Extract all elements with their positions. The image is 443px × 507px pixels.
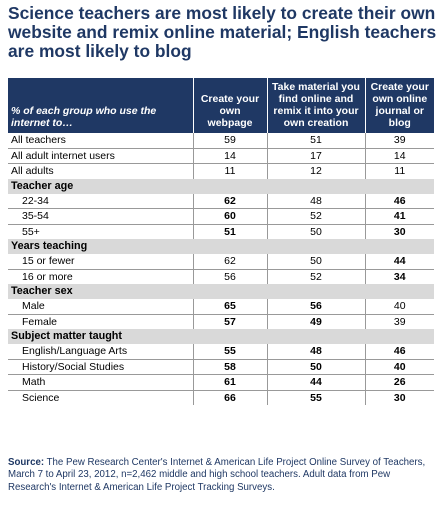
source-label: Source:	[8, 457, 45, 468]
section-label: Teacher sex	[8, 284, 434, 299]
source-note: Source: The Pew Research Center's Intern…	[8, 457, 438, 494]
value-cell: 55	[266, 389, 365, 405]
section-label: Years teaching	[8, 239, 434, 254]
value-cell: 40	[364, 299, 434, 314]
table-row: History/Social Studies 58 50 40	[8, 358, 434, 375]
value-cell: 48	[266, 193, 365, 209]
value-cell: 50	[266, 223, 365, 239]
value-cell: 52	[266, 208, 365, 224]
section-header-row: Subject matter taught	[8, 329, 434, 344]
table-row: Science 66 55 30	[8, 389, 434, 405]
value-cell: 50	[266, 254, 365, 269]
row-label: All adults	[8, 163, 193, 179]
row-label: 22-34	[22, 194, 49, 207]
row-label: Science	[8, 389, 193, 405]
value-cell: 46	[364, 344, 434, 359]
table-row: Math 61 44 26	[8, 374, 434, 390]
value-cell: 62	[192, 254, 267, 269]
table-row: All adults 11 12 11	[8, 163, 434, 179]
value-cell: 65	[192, 299, 267, 314]
row-label: 15 or fewer	[22, 255, 75, 267]
section-header-row: Teacher sex	[8, 284, 434, 299]
value-cell: 60	[192, 208, 267, 224]
table-row: 35-54 60 52 41	[8, 208, 434, 224]
value-cell: 17	[266, 147, 365, 164]
row-label: Math	[8, 374, 193, 390]
column-header: Take material you find online and remix …	[266, 78, 365, 133]
value-cell: 14	[364, 147, 434, 164]
table-row: 55+ 51 50 30	[8, 223, 434, 239]
value-cell: 48	[266, 344, 365, 359]
table-row: Male 65 56 40	[8, 299, 434, 314]
value-cell: 40	[364, 358, 434, 375]
row-label: All teachers	[11, 134, 66, 146]
data-table: % of each group who use the internet to……	[8, 78, 434, 405]
value-cell: 11	[192, 163, 267, 179]
value-cell: 12	[266, 163, 365, 179]
row-label: Female	[8, 313, 193, 329]
column-header: Create your own webpage	[192, 78, 267, 133]
value-cell: 52	[266, 268, 365, 284]
table-row: English/Language Arts 55 48 46	[8, 344, 434, 359]
value-cell: 44	[266, 374, 365, 390]
table-row: 22-34 62 48 46	[8, 193, 434, 209]
row-label: All adult internet users	[8, 147, 193, 164]
section-label: Subject matter taught	[8, 329, 434, 344]
value-cell: 44	[364, 254, 434, 269]
row-label: English/Language Arts	[22, 345, 128, 357]
value-cell: 61	[192, 374, 267, 390]
value-cell: 14	[192, 147, 267, 164]
table-row: Female 57 49 39	[8, 313, 434, 329]
chart-title: Science teachers are most likely to crea…	[8, 3, 437, 61]
source-text: The Pew Research Center's Internet & Ame…	[8, 457, 426, 493]
table-row: 16 or more 56 52 34	[8, 268, 434, 284]
row-label: 16 or more	[8, 268, 193, 284]
value-cell: 58	[192, 358, 267, 375]
row-header: % of each group who use the internet to…	[8, 78, 193, 133]
table-body: All teachers 59 51 39 All adult internet use…	[8, 133, 434, 405]
value-cell: 56	[266, 299, 365, 314]
value-cell: 34	[364, 268, 434, 284]
section-header-row: Years teaching	[8, 239, 434, 254]
table-row: All adult internet users 14 17 14	[8, 147, 434, 164]
value-cell: 26	[364, 374, 434, 390]
column-header: Create your own online journal or blog	[364, 78, 434, 133]
value-cell: 50	[266, 358, 365, 375]
section-header-row: Teacher age	[8, 178, 434, 194]
value-cell: 62	[192, 193, 267, 209]
value-cell: 30	[364, 223, 434, 239]
row-label: 55+	[8, 223, 193, 239]
table-header-row: % of each group who use the internet to……	[8, 78, 434, 133]
value-cell: 51	[192, 223, 267, 239]
table-row: 15 or fewer 62 50 44	[8, 254, 434, 269]
table-row: All teachers 59 51 39	[8, 133, 434, 148]
value-cell: 30	[364, 389, 434, 405]
value-cell: 49	[266, 313, 365, 329]
value-cell: 41	[364, 208, 434, 224]
value-cell: 56	[192, 268, 267, 284]
value-cell: 59	[192, 133, 267, 148]
row-label: 35-54	[8, 208, 193, 224]
value-cell: 57	[192, 313, 267, 329]
value-cell: 55	[192, 344, 267, 359]
value-cell: 39	[364, 313, 434, 329]
row-label: Male	[22, 300, 45, 312]
section-label: Teacher age	[8, 178, 434, 194]
row-label: History/Social Studies	[8, 358, 193, 375]
value-cell: 51	[266, 133, 365, 148]
value-cell: 66	[192, 389, 267, 405]
value-cell: 46	[364, 193, 434, 209]
value-cell: 39	[364, 133, 434, 148]
value-cell: 11	[364, 163, 434, 179]
